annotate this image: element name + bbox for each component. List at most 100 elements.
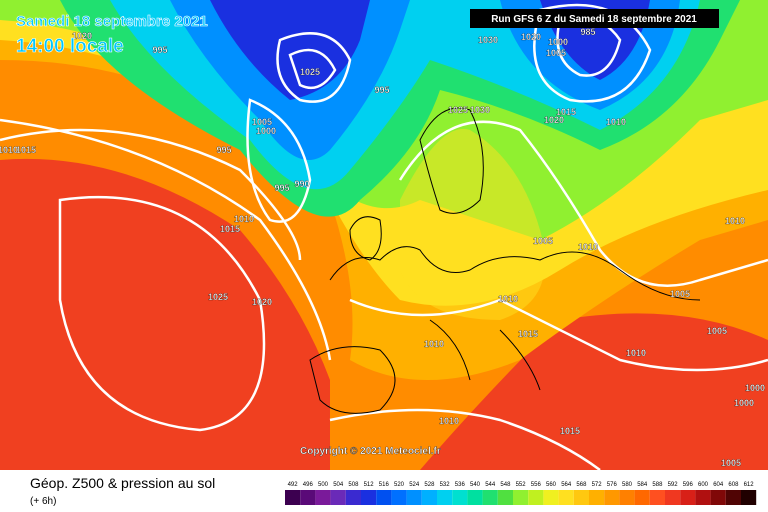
run-box (470, 9, 719, 28)
scale-swatch (710, 490, 726, 505)
isobar-label: 1005 (670, 289, 690, 299)
isobar-contours (0, 3, 768, 472)
scale-label: 544 (485, 482, 496, 488)
scale-label: 564 (561, 482, 572, 488)
isobar-label: 1000 (745, 383, 765, 393)
isobar-label: 1025 (300, 67, 320, 77)
scale-swatch (497, 490, 513, 505)
scale-label: 604 (713, 482, 724, 488)
scale-label: 492 (288, 482, 299, 488)
isobar-label: 1000 (548, 37, 568, 47)
copyright: Copyright © 2021 Meteociel.fr (300, 446, 441, 457)
scale-label: 524 (409, 482, 420, 488)
scale-label: 612 (744, 482, 755, 488)
scale-label: 508 (348, 482, 359, 488)
scale-label: 536 (455, 482, 466, 488)
isobar-label: 1010 (626, 348, 646, 358)
scale-swatch (558, 490, 574, 505)
isobar-label: 1020 (252, 297, 272, 307)
scale-swatch (634, 490, 650, 505)
scale-swatch (285, 490, 301, 505)
scale-label: 608 (728, 482, 739, 488)
isobar-label: 1010 (439, 416, 459, 426)
isobar-label: 1010 (606, 117, 626, 127)
scale-label: 572 (592, 482, 603, 488)
isobar-label: 990 (294, 179, 309, 189)
footer-lead: (+ 6h) (30, 496, 56, 507)
isobar-label: 1005 (721, 458, 741, 468)
scale-label: 516 (379, 482, 390, 488)
scale-label: 588 (652, 482, 663, 488)
map-background (0, 0, 768, 470)
scale-swatch (528, 490, 544, 505)
isobar-label: 1010 (424, 339, 444, 349)
isobar-label: 1015 (556, 107, 576, 117)
isobar-label: 1000 (734, 398, 754, 408)
scale-label: 560 (546, 482, 557, 488)
isobar-label: 1010 (578, 242, 598, 252)
scale-label: 584 (637, 482, 648, 488)
scale-swatch (482, 490, 498, 505)
scale-swatch (513, 490, 529, 505)
scale-swatch (391, 490, 407, 505)
scale-label: 576 (607, 482, 618, 488)
isobar-label: 1025 (208, 292, 228, 302)
isobar-label: 995 (274, 183, 289, 193)
scale-swatch (604, 490, 620, 505)
scale-swatch (649, 490, 665, 505)
scale-swatch (665, 490, 681, 505)
isobar-label: 1015 (220, 224, 240, 234)
time-label: 14:00 locale (16, 36, 124, 57)
isobar-label: 1000 (256, 126, 276, 136)
scale-swatch (345, 490, 361, 505)
scale-swatch (695, 490, 711, 505)
isobar-label: 1005 (252, 117, 272, 127)
scale-label: 512 (364, 482, 375, 488)
scale-swatch (330, 490, 346, 505)
scale-label: 552 (516, 482, 527, 488)
isobar-label: 1015 (16, 145, 36, 155)
scale-swatch (361, 490, 377, 505)
scale-label: 556 (531, 482, 542, 488)
isobar-label: 1005 (707, 326, 727, 336)
isobar-label: 1030 (478, 35, 498, 45)
scale-label: 496 (303, 482, 314, 488)
scale-swatch (421, 490, 437, 505)
scale-swatch (589, 490, 605, 505)
isobar-label: 1015 (518, 329, 538, 339)
scale-label: 600 (698, 482, 709, 488)
isobar-label: 985 (580, 27, 595, 37)
scale-swatch (543, 490, 559, 505)
scale-label: 592 (668, 482, 679, 488)
scale-swatch (300, 490, 316, 505)
isobar-label: 1030 (470, 105, 490, 115)
isobar-label: 1010 (234, 214, 254, 224)
scale-swatch (437, 490, 453, 505)
scale-label: 500 (318, 482, 329, 488)
isobar-label: 1005 (533, 236, 553, 246)
scale-label: 520 (394, 482, 405, 488)
isobar-label: 1025 (448, 105, 468, 115)
isobar-label: 1010 (725, 216, 745, 226)
color-scale: 492 496 500 504 508 512 516 520 524 528 532 536 540 5… (285, 482, 757, 505)
coastlines (309, 107, 701, 414)
isobar-label: 1010 (0, 145, 18, 155)
scale-label: 532 (440, 482, 451, 488)
isobar-label: 995 (152, 45, 167, 55)
scale-swatch (406, 490, 422, 505)
scale-swatch (315, 490, 331, 505)
date-label: Samedi 18 septembre 2021 (16, 13, 208, 30)
scale-swatch (725, 490, 741, 505)
isobar-label: 995 (374, 85, 389, 95)
isobar-label: 1005 (546, 48, 566, 58)
scale-label: 504 (333, 482, 344, 488)
scale-swatch (376, 490, 392, 505)
footer-title: Géop. Z500 & pression au sol (30, 475, 215, 491)
isobar-label: 1020 (521, 32, 541, 42)
scale-label: 568 (576, 482, 587, 488)
scale-label: 540 (470, 482, 481, 488)
run-label: Run GFS 6 Z du Samedi 18 septembre 2021 (491, 14, 697, 25)
scale-label: 596 (683, 482, 694, 488)
